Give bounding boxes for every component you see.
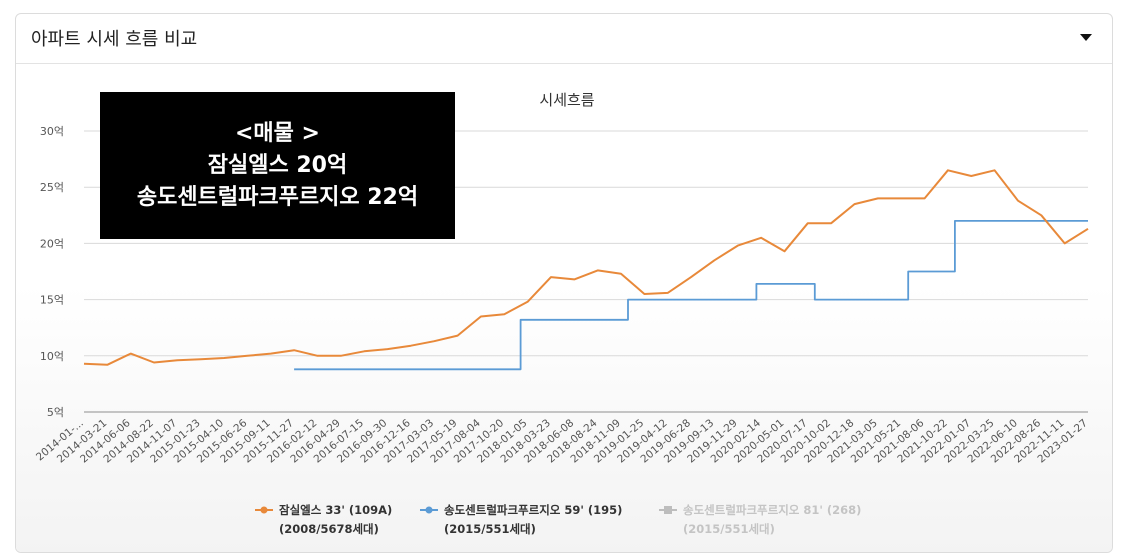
y-tick-label: 5억 bbox=[47, 406, 64, 419]
legend-sublabel: (2015/551세대) bbox=[683, 522, 775, 536]
panel-header: 아파트 시세 흐름 비교 bbox=[16, 14, 1112, 64]
legend-label[interactable]: 송도센트럴파크푸르지오 81' (268) bbox=[683, 503, 861, 517]
panel-title: 아파트 시세 흐름 비교 bbox=[31, 29, 198, 50]
legend-sublabel: (2008/5678세대) bbox=[279, 522, 379, 536]
series-line-1 bbox=[83, 169, 1089, 366]
legend-marker bbox=[664, 506, 672, 514]
listing-overlay: <매물 > 잠실엘스 20억 송도센트럴파크푸르지오 22억 bbox=[100, 92, 455, 239]
y-tick-label: 25억 bbox=[40, 181, 64, 194]
overlay-line-2: 잠실엘스 20억 bbox=[207, 153, 348, 178]
legend-marker bbox=[260, 506, 268, 514]
chevron-down-icon[interactable] bbox=[1080, 34, 1092, 41]
legend-sublabel: (2015/551세대) bbox=[444, 522, 536, 536]
overlay-line-1: <매물 > bbox=[234, 121, 320, 146]
overlay-line-3: 송도센트럴파크푸르지오 22억 bbox=[136, 185, 419, 210]
y-tick-label: 10억 bbox=[40, 350, 64, 363]
chart-panel: 아파트 시세 흐름 비교 bbox=[15, 13, 1113, 553]
y-tick-label: 15억 bbox=[40, 294, 64, 307]
series-line-2 bbox=[294, 219, 1088, 371]
y-tick-label: 20억 bbox=[40, 237, 64, 250]
legend-label[interactable]: 잠실엘스 33' (109A) bbox=[279, 503, 392, 517]
legend-marker bbox=[425, 506, 433, 514]
chart-title: 시세흐름 bbox=[539, 91, 594, 109]
y-tick-label: 30억 bbox=[40, 125, 64, 138]
legend-label[interactable]: 송도센트럴파크푸르지오 59' (195) bbox=[444, 503, 622, 517]
